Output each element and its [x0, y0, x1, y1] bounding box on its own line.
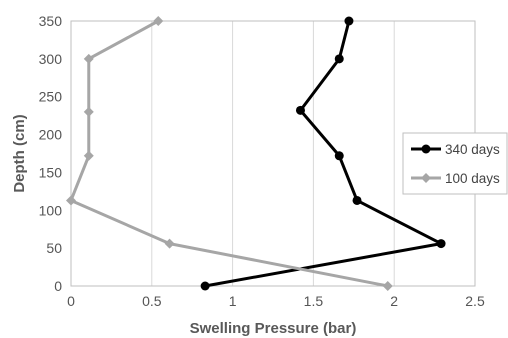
data-point: [436, 239, 446, 249]
data-point: [334, 151, 344, 161]
y-tick-labels: 0 50 100 150 200 250 300 350: [39, 13, 63, 294]
data-point: [295, 105, 305, 115]
legend-item: 100 days: [411, 171, 500, 186]
y-tick-label: 50: [46, 240, 62, 256]
x-tick-label: 2.5: [465, 293, 485, 309]
x-axis-title: Swelling Pressure (bar): [190, 320, 357, 337]
data-point: [344, 16, 354, 26]
legend-label: 100 days: [445, 171, 500, 186]
y-tick-label: 150: [39, 164, 63, 180]
data-point: [83, 106, 94, 117]
data-point: [66, 195, 76, 206]
legend-box: [402, 132, 508, 195]
data-point: [200, 281, 210, 291]
data-point: [334, 54, 344, 64]
data-point: [164, 238, 175, 249]
x-tick-label: 2: [390, 293, 398, 309]
legend: 340 days 100 days: [402, 132, 508, 195]
y-tick-label: 250: [39, 89, 63, 105]
series-1: [66, 16, 393, 291]
legend-item: 340 days: [411, 142, 500, 157]
data-point: [382, 281, 393, 291]
x-tick-label: 1.5: [304, 293, 324, 309]
y-tick-label: 0: [54, 278, 62, 294]
series-layer: [66, 16, 446, 291]
y-tick-label: 200: [39, 127, 63, 143]
x-tick-labels: 0 0.5 1 1.5 2 2.5: [67, 293, 485, 309]
data-point: [83, 150, 94, 161]
legend-label: 340 days: [445, 142, 500, 157]
data-point: [83, 53, 94, 64]
y-axis-title: Depth (cm): [11, 114, 28, 192]
y-tick-label: 350: [39, 13, 63, 29]
x-tick-label: 0.5: [142, 293, 162, 309]
series-0: [200, 16, 446, 291]
legend-swatch-marker: [421, 144, 431, 154]
data-point: [352, 195, 362, 205]
legend-swatch-marker: [421, 173, 431, 183]
x-tick-label: 1: [229, 293, 237, 309]
y-tick-label: 300: [39, 51, 63, 67]
data-point: [153, 16, 164, 26]
y-tick-label: 100: [39, 202, 63, 218]
x-tick-label: 0: [67, 293, 75, 309]
